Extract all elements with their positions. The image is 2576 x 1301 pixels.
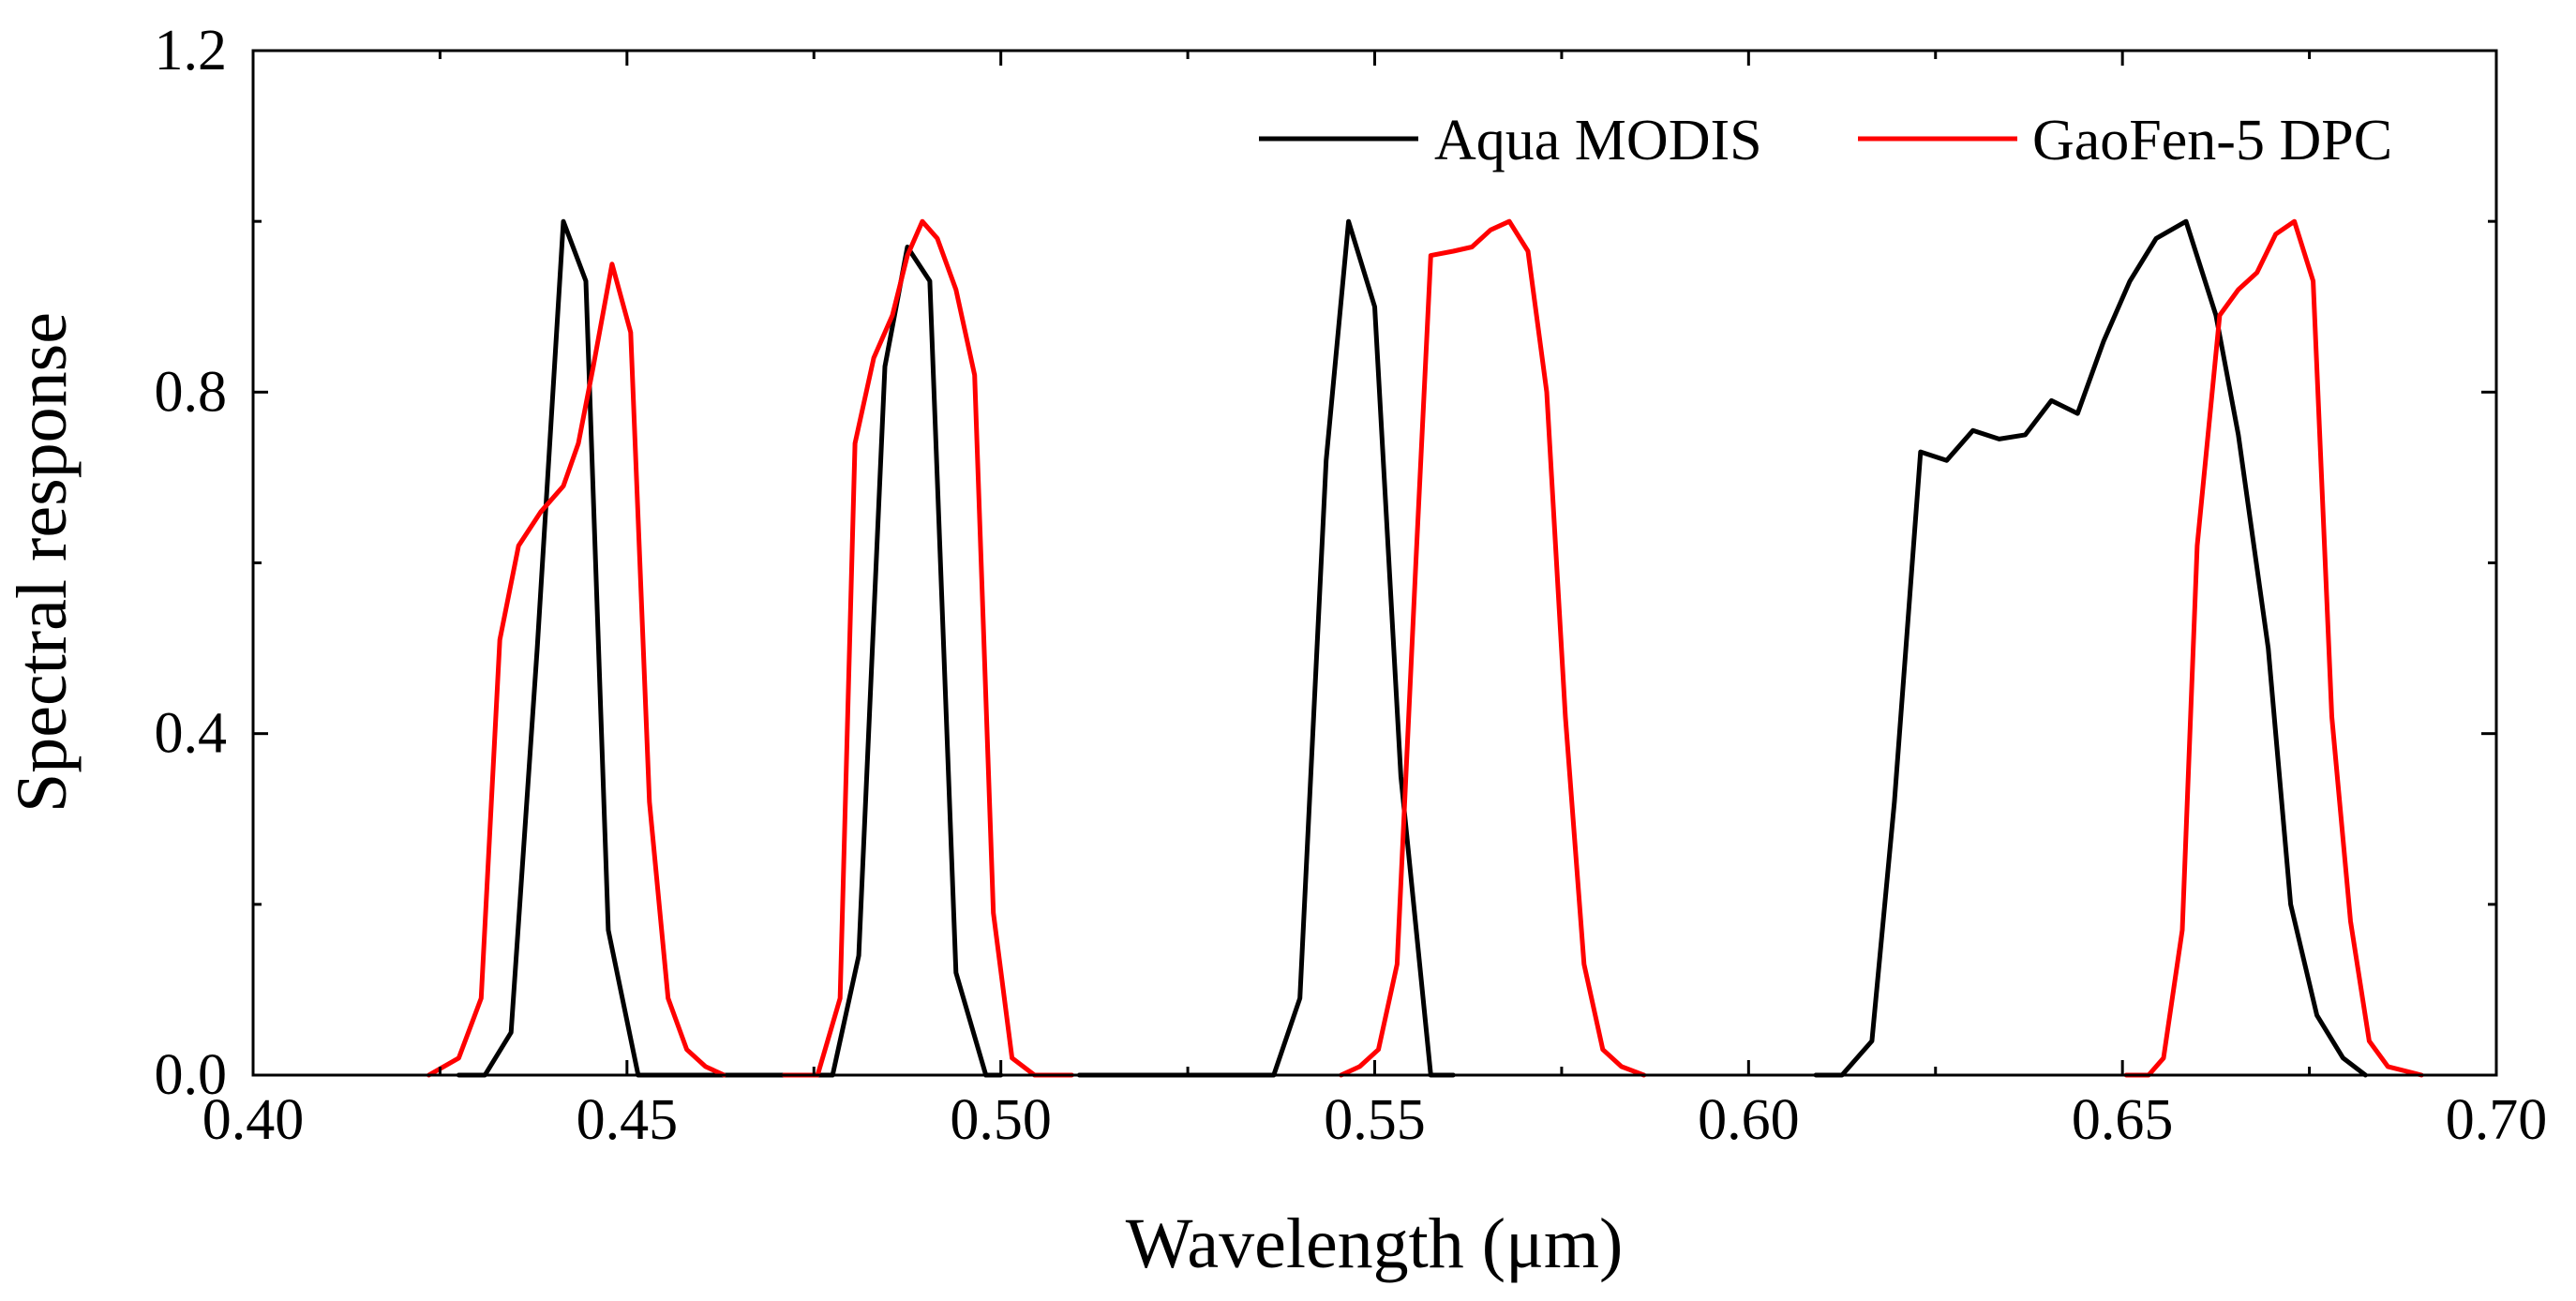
legend: Aqua MODIS GaoFen-5 DPC <box>1259 109 2392 172</box>
series-line-gaofen-5-dpc-band-1 <box>427 262 726 1078</box>
tick-labels-layer: 0.40 0.45 0.50 0.55 0.60 0.65 0.70 0.0 0.4 0.8 1.2 <box>155 19 2548 1152</box>
x-tick-label: 0.65 <box>2072 1088 2174 1152</box>
x-tick-label: 0.70 <box>2446 1088 2548 1152</box>
series-line-gaofen-5-dpc-band-4 <box>2123 218 2424 1078</box>
y-tick-label: 0.8 <box>155 360 228 424</box>
series-line-aqua-modis-band-3 <box>1813 218 2368 1078</box>
legend-label-aqua-modis: Aqua MODIS <box>1434 109 1762 172</box>
ticks-layer <box>251 49 2498 1077</box>
x-tick-label: 0.45 <box>577 1088 679 1152</box>
x-tick-label: 0.60 <box>1698 1088 1800 1152</box>
y-tick-label: 1.2 <box>155 19 228 82</box>
legend-label-gaofen5-dpc: GaoFen-5 DPC <box>2032 109 2392 172</box>
y-tick-label: 0.0 <box>155 1043 228 1107</box>
x-axis-title: Wavelength (μm) <box>1126 1204 1624 1283</box>
y-axis-title: Spectral response <box>3 312 82 813</box>
y-tick-label: 0.4 <box>155 702 228 766</box>
x-tick-label: 0.50 <box>950 1088 1052 1152</box>
x-tick-label: 0.55 <box>1324 1088 1426 1152</box>
series-line-gaofen-5-dpc-band-3 <box>1339 218 1647 1078</box>
series-line-gaofen-5-dpc-band-2 <box>781 218 1074 1078</box>
x-tick-label: 0.40 <box>202 1088 305 1152</box>
